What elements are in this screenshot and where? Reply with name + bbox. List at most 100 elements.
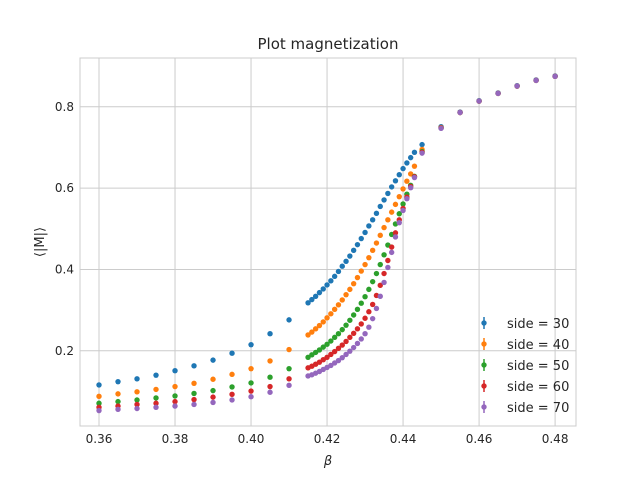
data-point: [377, 203, 383, 210]
data-point: [153, 386, 159, 393]
data-point: [388, 244, 395, 250]
data-point: [411, 174, 418, 181]
data-point: [210, 387, 216, 394]
data-point: [312, 326, 319, 332]
data-point: [328, 311, 334, 317]
data-point: [369, 278, 376, 285]
data-point: [407, 185, 414, 191]
data-point: [134, 376, 140, 382]
x-tick-label: 0.40: [238, 432, 265, 446]
data-point: [552, 73, 558, 79]
data-point: [309, 296, 315, 303]
data-point: [396, 211, 402, 217]
legend-item: side = 40: [481, 338, 569, 353]
data-point: [286, 376, 292, 382]
data-point: [210, 394, 216, 400]
data-point: [305, 332, 311, 338]
data-point: [153, 404, 159, 410]
data-point: [267, 374, 273, 380]
data-point: [339, 326, 345, 333]
x-tick-label: 0.44: [390, 432, 417, 446]
data-point: [385, 257, 391, 264]
data-point: [339, 263, 345, 269]
data-point: [411, 163, 418, 169]
y-axis-label: ⟨|M|⟩: [33, 227, 48, 257]
data-point: [210, 357, 216, 363]
data-point: [335, 302, 342, 308]
data-point: [400, 165, 406, 172]
data-point: [366, 254, 372, 261]
legend-label: side = 70: [507, 401, 569, 416]
series-5: [96, 73, 558, 414]
data-point: [495, 90, 501, 97]
data-point: [362, 229, 368, 236]
data-point: [96, 393, 102, 400]
data-point: [388, 184, 395, 190]
data-point: [347, 348, 353, 354]
data-point: [286, 365, 292, 372]
data-point: [354, 340, 361, 347]
data-point: [354, 274, 361, 281]
x-tick-label: 0.36: [86, 432, 113, 446]
data-point: [350, 330, 357, 336]
data-point: [369, 301, 376, 308]
data-point: [115, 391, 121, 397]
data-point: [335, 345, 342, 352]
data-point: [248, 388, 254, 394]
data-point: [343, 258, 349, 265]
data-point: [366, 223, 372, 229]
data-point: [385, 190, 391, 197]
data-point: [347, 334, 353, 341]
legend-label: side = 50: [507, 359, 569, 374]
legend-item: side = 30: [481, 317, 569, 332]
data-point: [343, 338, 349, 345]
legend-label: side = 60: [507, 380, 569, 395]
data-point: [381, 279, 387, 286]
data-point: [404, 178, 410, 184]
data-point: [324, 354, 330, 360]
data-point: [392, 201, 399, 208]
data-point: [134, 401, 140, 408]
data-point: [381, 224, 387, 231]
data-point: [331, 348, 338, 355]
data-point: [172, 383, 178, 390]
data-point: [358, 235, 364, 242]
data-point: [335, 268, 342, 275]
chart-title: Plot magnetization: [258, 35, 399, 53]
data-point: [316, 289, 323, 296]
data-point: [404, 195, 410, 202]
data-point: [373, 240, 380, 246]
data-point: [229, 384, 235, 390]
data-point: [153, 395, 159, 401]
data-point: [347, 253, 353, 259]
x-tick-label: 0.42: [314, 432, 341, 446]
data-point: [172, 403, 178, 409]
data-point: [377, 261, 383, 268]
data-point: [335, 330, 342, 337]
data-point: [369, 315, 376, 322]
data-point: [385, 217, 391, 223]
data-point: [381, 270, 387, 277]
data-point: [514, 83, 520, 89]
data-point: [286, 317, 292, 323]
data-point: [358, 300, 364, 306]
data-point: [362, 261, 368, 268]
data-point: [267, 330, 273, 337]
data-point: [229, 397, 235, 403]
data-point: [358, 321, 364, 327]
data-point: [457, 109, 463, 116]
data-point: [339, 354, 345, 361]
data-point: [248, 365, 254, 372]
data-point: [96, 400, 102, 406]
legend-label: side = 40: [507, 338, 569, 353]
legend-item: side = 50: [481, 359, 569, 374]
data-point: [335, 357, 342, 364]
data-point: [343, 291, 349, 298]
data-point: [324, 315, 330, 321]
y-tick-label: 0.4: [55, 262, 74, 276]
data-point: [312, 293, 319, 299]
data-point: [373, 210, 380, 217]
data-point: [411, 149, 418, 156]
data-point: [354, 326, 361, 332]
